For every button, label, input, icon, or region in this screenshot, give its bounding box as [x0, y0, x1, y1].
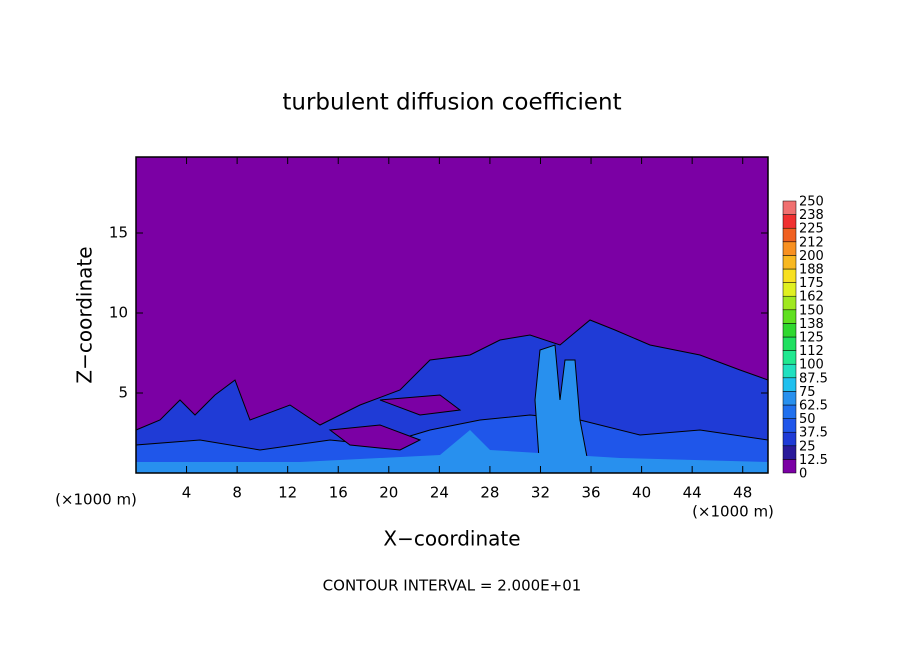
colorbar-label: 250: [799, 195, 824, 210]
colorbar-label: 188: [799, 263, 824, 278]
colorbar-label: 212: [799, 235, 824, 250]
colorbar-label: 0: [799, 467, 807, 482]
x-axis-label: X−coordinate: [383, 527, 520, 551]
colorbar-label: 125: [799, 331, 824, 346]
chart-title: turbulent diffusion coefficient: [282, 90, 621, 116]
colorbar-segment: [782, 241, 797, 256]
x-tick-label: 8: [232, 484, 242, 502]
x-tick-label: 36: [581, 484, 600, 502]
plot-frame: [135, 156, 769, 474]
colorbar-label: 175: [799, 276, 824, 291]
colorbar-label: 100: [799, 358, 824, 373]
colorbar-segment: [782, 268, 797, 283]
x-tick-label: 12: [278, 484, 297, 502]
colorbar-segment: [782, 282, 797, 297]
colorbar-label: 62.5: [799, 399, 828, 414]
field: [135, 157, 769, 474]
colorbar-label: 138: [799, 317, 824, 332]
colorbar-segment: [782, 227, 797, 243]
colorbar-segment: [782, 391, 797, 406]
x-tick-label: 20: [379, 484, 398, 502]
field-region: [136, 430, 768, 473]
colorbar-segment: [782, 323, 797, 338]
colorbar-segment: [782, 377, 797, 392]
colorbar-segment: [782, 418, 797, 433]
colorbar-label: 225: [799, 222, 824, 237]
colorbar-segment: [782, 200, 797, 215]
colorbar-label: 12.5: [799, 453, 828, 468]
colorbar-label: 75: [799, 385, 816, 400]
x-tick-label: 28: [480, 484, 499, 502]
x-tick-label: 44: [683, 484, 702, 502]
x-unit-left: (×1000 m): [55, 491, 137, 509]
colorbar-label: 112: [799, 344, 824, 359]
y-tick-label: 5: [118, 384, 128, 402]
colorbar-segment: [782, 445, 797, 460]
colorbar-segment: [782, 214, 797, 229]
colorbar-segment: [782, 363, 797, 379]
colorbar-label: 162: [799, 290, 824, 305]
colorbar-label: 25: [799, 439, 816, 454]
x-tick-label: 24: [430, 484, 449, 502]
field-region: [379, 394, 462, 416]
y-tick-label: 10: [109, 304, 128, 322]
colorbar-segment: [782, 431, 797, 447]
colorbar-segment: [782, 295, 797, 311]
x-tick-label: 16: [329, 484, 348, 502]
colorbar-label: 37.5: [799, 426, 828, 441]
field-region: [534, 344, 591, 474]
y-axis-label: Z−coordinate: [73, 246, 97, 383]
colorbar-label: 87.5: [799, 371, 828, 386]
field-region: [328, 424, 422, 451]
x-tick-label: 48: [733, 484, 752, 502]
colorbar-segment: [782, 309, 797, 324]
colorbar-segment: [782, 350, 797, 365]
colorbar-label: 238: [799, 208, 824, 223]
colorbar-label: 50: [799, 412, 816, 427]
colorbar-segment: [782, 404, 797, 419]
colorbar-label: 200: [799, 249, 824, 264]
colorbar-segment: [782, 459, 797, 474]
x-unit-right: (×1000 m): [692, 503, 774, 521]
x-tick-label: 32: [531, 484, 550, 502]
x-tick-label: 40: [632, 484, 651, 502]
annotation: CONTOUR INTERVAL = 2.000E+01: [323, 577, 582, 595]
colorbar-label: 150: [799, 303, 824, 318]
y-tick-label: 15: [109, 224, 128, 242]
colorbar-segment: [782, 336, 797, 351]
colorbar-segment: [782, 255, 797, 270]
x-tick-label: 4: [182, 484, 192, 502]
